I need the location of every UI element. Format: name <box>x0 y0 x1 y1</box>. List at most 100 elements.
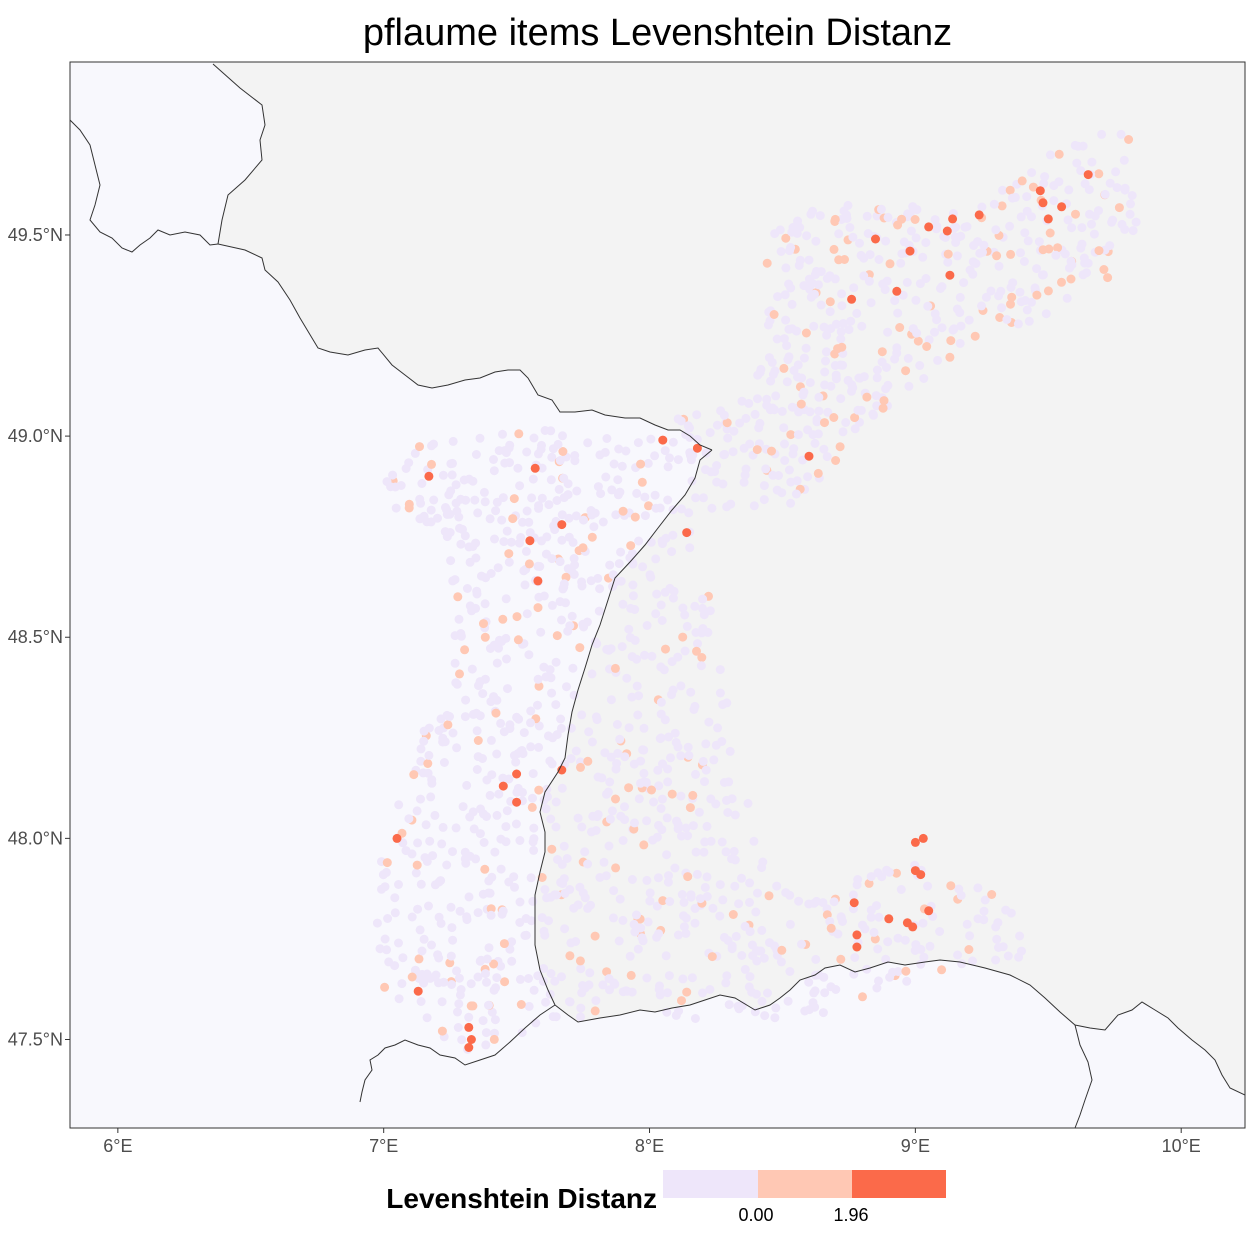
data-point <box>698 594 708 604</box>
data-point <box>491 708 501 718</box>
data-point <box>534 785 544 795</box>
data-point <box>632 488 642 498</box>
border-line-se <box>1074 1024 1093 1128</box>
data-point <box>611 863 621 873</box>
data-point <box>590 931 600 941</box>
data-point <box>776 957 786 967</box>
data-point <box>692 869 702 879</box>
data-point <box>475 829 485 839</box>
data-point <box>739 443 749 453</box>
data-point <box>555 557 565 567</box>
data-point <box>700 837 710 847</box>
data-point <box>716 406 726 416</box>
data-point <box>1071 209 1080 219</box>
data-point <box>812 415 822 424</box>
data-point <box>428 851 438 861</box>
data-point <box>707 503 717 513</box>
data-point <box>987 890 997 899</box>
data-point <box>567 611 577 621</box>
data-point <box>1028 182 1038 192</box>
data-point <box>806 209 816 219</box>
data-point <box>565 621 575 631</box>
data-point <box>671 1010 681 1020</box>
data-point <box>557 859 567 869</box>
map-panel-frame <box>69 61 1246 1129</box>
data-point <box>654 820 663 830</box>
data-point <box>621 446 631 456</box>
data-point <box>677 996 686 1006</box>
data-point <box>901 966 911 976</box>
data-point <box>542 532 552 542</box>
east-land-region <box>213 62 1245 1095</box>
data-point <box>923 881 933 891</box>
data-point <box>852 308 862 318</box>
data-point-high <box>557 765 567 775</box>
data-point <box>448 728 458 738</box>
data-point <box>562 854 572 863</box>
data-point <box>864 878 874 888</box>
data-point <box>640 650 649 660</box>
data-point <box>453 1007 462 1017</box>
data-point <box>657 794 667 804</box>
data-point <box>524 1001 534 1011</box>
data-point <box>455 906 465 916</box>
data-point <box>567 567 577 577</box>
data-point <box>490 847 500 857</box>
data-point <box>434 953 444 963</box>
data-point <box>684 751 694 760</box>
data-point <box>585 968 595 978</box>
data-point <box>655 990 665 1000</box>
border-line-nw <box>70 119 219 253</box>
data-point-high <box>924 222 934 232</box>
data-point <box>481 1040 491 1050</box>
data-point <box>577 988 587 998</box>
data-point <box>450 658 460 668</box>
data-point <box>500 458 510 468</box>
data-point <box>448 847 457 857</box>
data-point <box>919 952 929 962</box>
data-point <box>550 525 560 535</box>
data-point <box>702 892 712 901</box>
data-point <box>535 562 545 571</box>
data-point <box>615 894 625 904</box>
data-point <box>1007 292 1017 302</box>
border-line-main <box>212 63 713 451</box>
data-point <box>668 437 678 447</box>
data-point <box>656 600 666 610</box>
data-point <box>1108 215 1118 225</box>
data-point <box>524 517 534 527</box>
data-point <box>992 934 1002 944</box>
data-point <box>534 503 543 513</box>
data-point <box>848 232 858 242</box>
data-point <box>994 291 1004 301</box>
data-point <box>1128 226 1138 236</box>
data-point <box>784 279 794 289</box>
data-point <box>664 871 673 881</box>
data-point <box>682 987 692 997</box>
data-point <box>452 966 461 976</box>
data-point <box>593 482 603 492</box>
data-point-high <box>464 1022 474 1032</box>
data-point <box>645 888 655 898</box>
data-point <box>451 480 461 490</box>
data-point <box>946 881 956 891</box>
data-point <box>642 875 652 885</box>
data-point <box>780 290 790 300</box>
data-point <box>1125 209 1135 219</box>
data-point <box>959 278 969 288</box>
data-point <box>416 794 425 804</box>
y-tick-label: 49.0°N <box>8 426 63 446</box>
data-point <box>737 396 747 406</box>
data-point <box>394 938 403 948</box>
data-point <box>739 477 749 487</box>
data-point <box>447 980 457 989</box>
data-point <box>427 441 436 451</box>
data-point <box>664 732 674 742</box>
data-point <box>844 325 854 335</box>
data-point <box>482 954 492 964</box>
data-point <box>1094 206 1103 216</box>
data-point <box>380 882 390 892</box>
data-point <box>779 334 789 344</box>
data-point <box>787 299 797 309</box>
